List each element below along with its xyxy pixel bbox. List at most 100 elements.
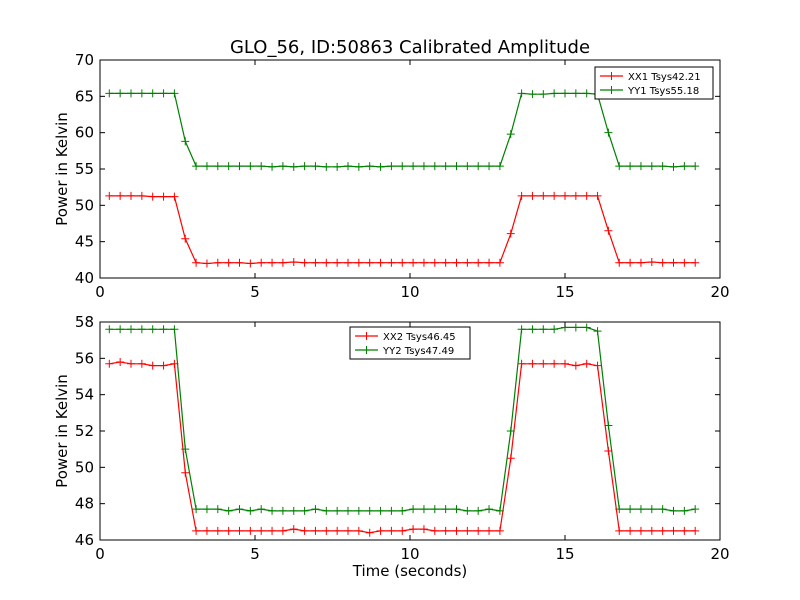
data-point-2-1	[463, 526, 472, 535]
data-point-1-2	[571, 89, 580, 98]
y-axis-label: Power in Kelvin	[53, 374, 71, 488]
y-tick-label: 52	[75, 422, 94, 440]
data-point-1-1	[116, 191, 125, 200]
data-point-1-2	[354, 162, 363, 171]
legend-marker	[362, 346, 371, 354]
data-point-2-2	[148, 325, 157, 334]
data-point-2-2	[333, 506, 342, 515]
legend-label: YY1 Tsys55.18	[627, 86, 699, 97]
data-point-1-2	[344, 162, 352, 171]
data-point-1-2	[615, 162, 624, 171]
data-point-2-1	[691, 526, 700, 535]
data-point-2-1	[485, 526, 494, 535]
data-point-1-1	[127, 191, 135, 200]
data-point-2-2	[213, 505, 222, 514]
data-point-2-2	[593, 327, 602, 336]
data-point-2-2	[159, 325, 168, 334]
data-point-2-2	[105, 325, 114, 334]
data-point-1-1	[669, 258, 678, 267]
data-point-2-1	[213, 526, 222, 535]
data-point-1-1	[398, 258, 407, 267]
data-point-2-1	[235, 526, 244, 535]
y-tick-label: 55	[75, 160, 94, 178]
data-point-1-2	[235, 162, 244, 171]
data-point-1-1	[419, 258, 428, 267]
data-point-1-2	[452, 162, 461, 171]
data-point-1-1	[105, 191, 114, 200]
data-point-2-1	[224, 526, 233, 535]
data-point-2-1	[561, 359, 569, 368]
legend-box	[594, 66, 714, 100]
data-point-2-1	[647, 526, 656, 535]
data-point-2-1	[528, 359, 537, 368]
data-point-1-2	[398, 162, 407, 171]
y-tick-label: 40	[75, 269, 94, 287]
data-point-2-2	[387, 506, 396, 515]
data-point-1-1	[192, 258, 201, 267]
data-point-1-1	[235, 258, 244, 267]
data-point-1-1	[463, 258, 472, 267]
x-tick-label: 20	[710, 283, 729, 301]
data-point-2-1	[615, 526, 624, 535]
data-point-1-2	[322, 162, 331, 171]
data-point-1-2	[365, 162, 374, 171]
x-tick-label: 0	[95, 283, 105, 301]
data-point-2-1	[181, 468, 190, 477]
data-point-2-1	[604, 446, 613, 455]
data-point-1-1	[485, 258, 494, 267]
data-point-1-2	[474, 162, 483, 171]
data-point-2-2	[604, 421, 613, 430]
x-tick-label: 10	[400, 545, 419, 563]
data-point-2-2	[246, 506, 255, 515]
x-tick-label: 0	[95, 545, 105, 563]
data-point-1-1	[528, 191, 537, 200]
plot-panel-2: 0 5 10 15 20 46 48 50 52 54 56 58 Power in Kelvin Tim…	[53, 313, 730, 580]
data-point-2-1	[192, 526, 201, 535]
data-point-1-1	[181, 234, 190, 243]
data-point-1-1	[322, 258, 331, 267]
data-point-1-2	[561, 89, 569, 98]
data-point-2-2	[571, 323, 580, 332]
series-line-1-1	[109, 195, 696, 265]
data-point-2-2	[485, 505, 494, 514]
data-point-1-1	[159, 192, 168, 201]
data-point-2-2	[311, 505, 320, 514]
x-tick-label: 15	[555, 283, 574, 301]
data-point-1-2	[116, 89, 125, 98]
data-point-1-1	[365, 258, 374, 267]
data-point-2-2	[192, 505, 201, 514]
data-point-2-1	[365, 528, 374, 537]
y-tick-label: 54	[75, 386, 94, 404]
data-point-2-2	[658, 505, 667, 514]
data-point-1-1	[300, 258, 309, 267]
data-point-1-2	[582, 89, 591, 98]
y-tick-label: 50	[75, 458, 94, 476]
data-point-2-2	[528, 325, 537, 334]
data-point-2-1	[571, 361, 580, 370]
data-point-1-1	[268, 258, 277, 267]
data-point-2-1	[246, 526, 255, 535]
legend-label: YY2 Tsys47.49	[382, 346, 454, 357]
legend-marker	[607, 86, 616, 94]
data-point-2-2	[268, 506, 277, 515]
data-point-2-2	[517, 325, 526, 334]
data-point-1-1	[344, 258, 352, 267]
data-point-1-2	[278, 162, 287, 171]
data-point-2-1	[680, 526, 689, 535]
data-point-1-1	[311, 258, 320, 267]
data-point-2-2	[137, 325, 146, 334]
data-point-1-1	[691, 258, 700, 267]
data-point-2-1	[354, 526, 363, 535]
data-point-1-1	[647, 258, 656, 267]
data-point-2-1	[658, 526, 667, 535]
data-point-1-2	[376, 162, 385, 171]
data-point-2-2	[615, 505, 624, 514]
data-point-1-1	[137, 191, 146, 200]
data-point-1-1	[550, 191, 559, 200]
data-point-1-2	[213, 162, 222, 171]
data-point-2-2	[354, 506, 363, 515]
legend-marker	[362, 332, 371, 340]
data-point-2-1	[137, 359, 146, 368]
data-point-2-1	[387, 526, 396, 535]
legend-label: XX1 Tsys42.21	[628, 72, 701, 83]
